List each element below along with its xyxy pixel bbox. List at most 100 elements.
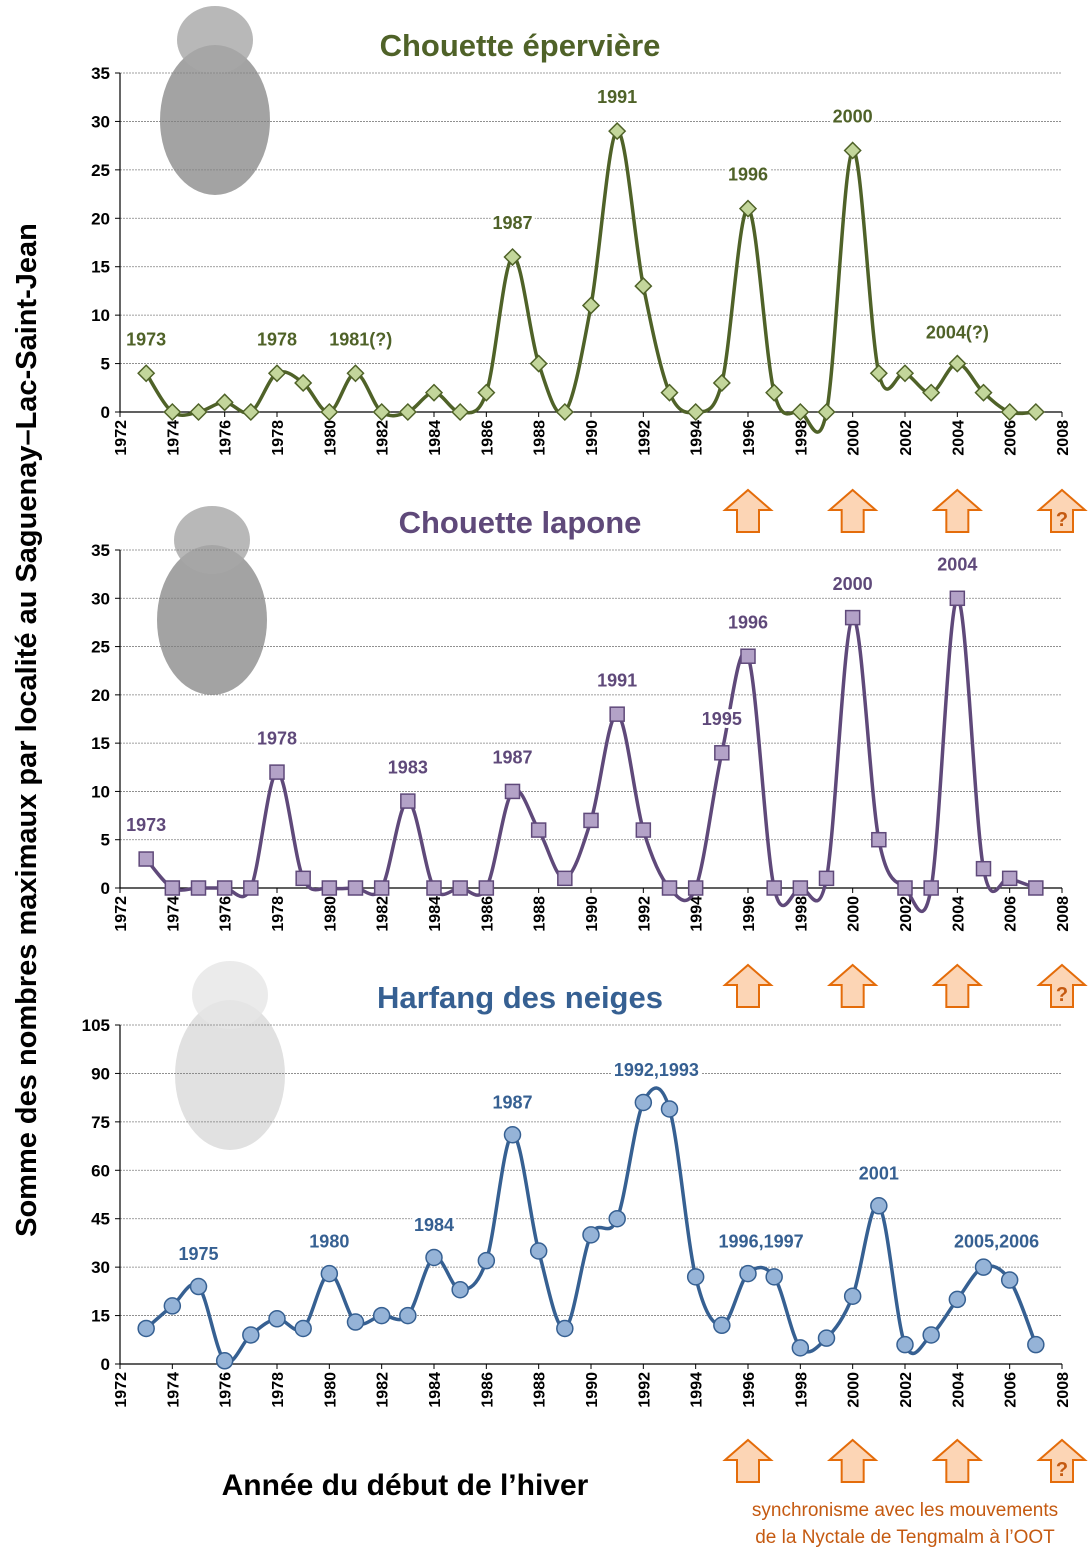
x-tick-label: 1998 <box>793 1372 810 1408</box>
note-line: synchronisme avec les mouvements <box>752 1500 1058 1521</box>
annotation: 1996 <box>728 612 768 632</box>
x-tick-label: 1990 <box>584 896 601 932</box>
y-tick-label: 35 <box>91 541 110 560</box>
data-point <box>846 611 860 625</box>
x-tick-label: 2008 <box>1055 1372 1072 1408</box>
annotation: 2001 <box>859 1164 899 1184</box>
x-tick-label: 1988 <box>532 420 549 456</box>
note-line: de la Nyctale de Tengmalm à l’OOT <box>755 1527 1055 1548</box>
data-point <box>688 404 704 420</box>
data-point <box>452 404 468 420</box>
data-point <box>479 881 493 895</box>
x-tick-label: 2000 <box>846 1372 863 1408</box>
data-point <box>976 1259 992 1275</box>
data-point <box>374 1308 390 1324</box>
data-point <box>244 881 258 895</box>
annotation: 1981(?) <box>329 329 392 349</box>
x-tick-label: 2002 <box>898 1372 915 1408</box>
data-point <box>845 142 861 158</box>
annotation: 1991 <box>597 87 637 107</box>
data-point <box>714 1317 730 1333</box>
data-point <box>217 1353 233 1369</box>
data-point <box>740 1266 756 1282</box>
data-point <box>217 394 233 410</box>
y-tick-label: 0 <box>101 1355 110 1374</box>
data-point <box>845 1288 861 1304</box>
y-tick-label: 15 <box>91 734 110 753</box>
data-point <box>139 852 153 866</box>
data-point <box>715 746 729 760</box>
data-point <box>557 1320 573 1336</box>
owl-image <box>177 6 253 74</box>
data-point <box>531 1243 547 1259</box>
data-point <box>296 871 310 885</box>
x-tick-label: 1978 <box>270 420 287 456</box>
data-point <box>165 881 179 895</box>
data-point <box>1029 881 1043 895</box>
data-point <box>609 1211 625 1227</box>
x-tick-label: 2002 <box>898 420 915 456</box>
x-tick-label: 2006 <box>1003 896 1020 932</box>
data-point <box>243 1327 259 1343</box>
annotation: 1987 <box>492 1092 532 1112</box>
data-point <box>558 871 572 885</box>
x-tick-label: 1980 <box>322 420 339 456</box>
x-tick-label: 1992 <box>636 896 653 932</box>
chart-title: Chouette épervière <box>380 28 661 63</box>
x-tick-label: 2006 <box>1003 420 1020 456</box>
y-tick-label: 10 <box>91 306 110 325</box>
y-tick-label: 30 <box>91 112 110 131</box>
data-point <box>138 1320 154 1336</box>
data-point <box>635 278 651 294</box>
y-tick-label: 15 <box>91 258 110 277</box>
data-point <box>924 881 938 895</box>
arrow <box>934 965 980 1007</box>
x-tick-label: 1998 <box>793 896 810 932</box>
arrow <box>830 1440 876 1482</box>
y-tick-label: 35 <box>91 64 110 83</box>
x-tick-label: 1982 <box>375 896 392 932</box>
annotation: 1973 <box>126 815 166 835</box>
data-point <box>1028 404 1044 420</box>
data-point <box>532 823 546 837</box>
y-tick-label: 75 <box>91 1113 110 1132</box>
data-point <box>1002 404 1018 420</box>
annotation: 2005,2006 <box>954 1231 1039 1251</box>
annotation: 1983 <box>388 757 428 777</box>
x-tick-label: 2008 <box>1055 896 1072 932</box>
annotation: 1996 <box>728 165 768 185</box>
x-tick-label: 1990 <box>584 420 601 456</box>
data-point <box>766 1269 782 1285</box>
y-tick-label: 25 <box>91 161 110 180</box>
x-tick-label: 1988 <box>532 1372 549 1408</box>
arrow-label: ? <box>1056 509 1068 531</box>
data-point <box>506 784 520 798</box>
arrow <box>934 1440 980 1482</box>
x-tick-label: 1986 <box>479 896 496 932</box>
data-point <box>1003 871 1017 885</box>
arrow <box>725 1440 771 1482</box>
annotation: 1978 <box>257 728 297 748</box>
x-tick-label: 2004 <box>950 1372 967 1408</box>
data-point <box>923 1327 939 1343</box>
annotation: 1973 <box>126 329 166 349</box>
annotation: 1987 <box>492 748 532 768</box>
data-point <box>557 404 573 420</box>
data-point <box>322 881 336 895</box>
data-point <box>898 881 912 895</box>
data-point <box>820 871 834 885</box>
x-tick-label: 1978 <box>270 896 287 932</box>
x-tick-label: 1996 <box>741 1372 758 1408</box>
x-tick-label: 1976 <box>218 1372 235 1408</box>
y-tick-label: 20 <box>91 209 110 228</box>
x-tick-label: 1984 <box>427 420 444 456</box>
chart-title: Chouette lapone <box>399 505 642 540</box>
x-tick-label: 2004 <box>950 896 967 932</box>
y-tick-label: 30 <box>91 589 110 608</box>
data-point <box>270 765 284 779</box>
x-tick-label: 1984 <box>427 896 444 932</box>
x-tick-label: 1972 <box>113 896 130 932</box>
annotation: 1978 <box>257 329 297 349</box>
x-tick-label: 1986 <box>479 1372 496 1408</box>
chart-title: Harfang des neiges <box>377 980 663 1015</box>
